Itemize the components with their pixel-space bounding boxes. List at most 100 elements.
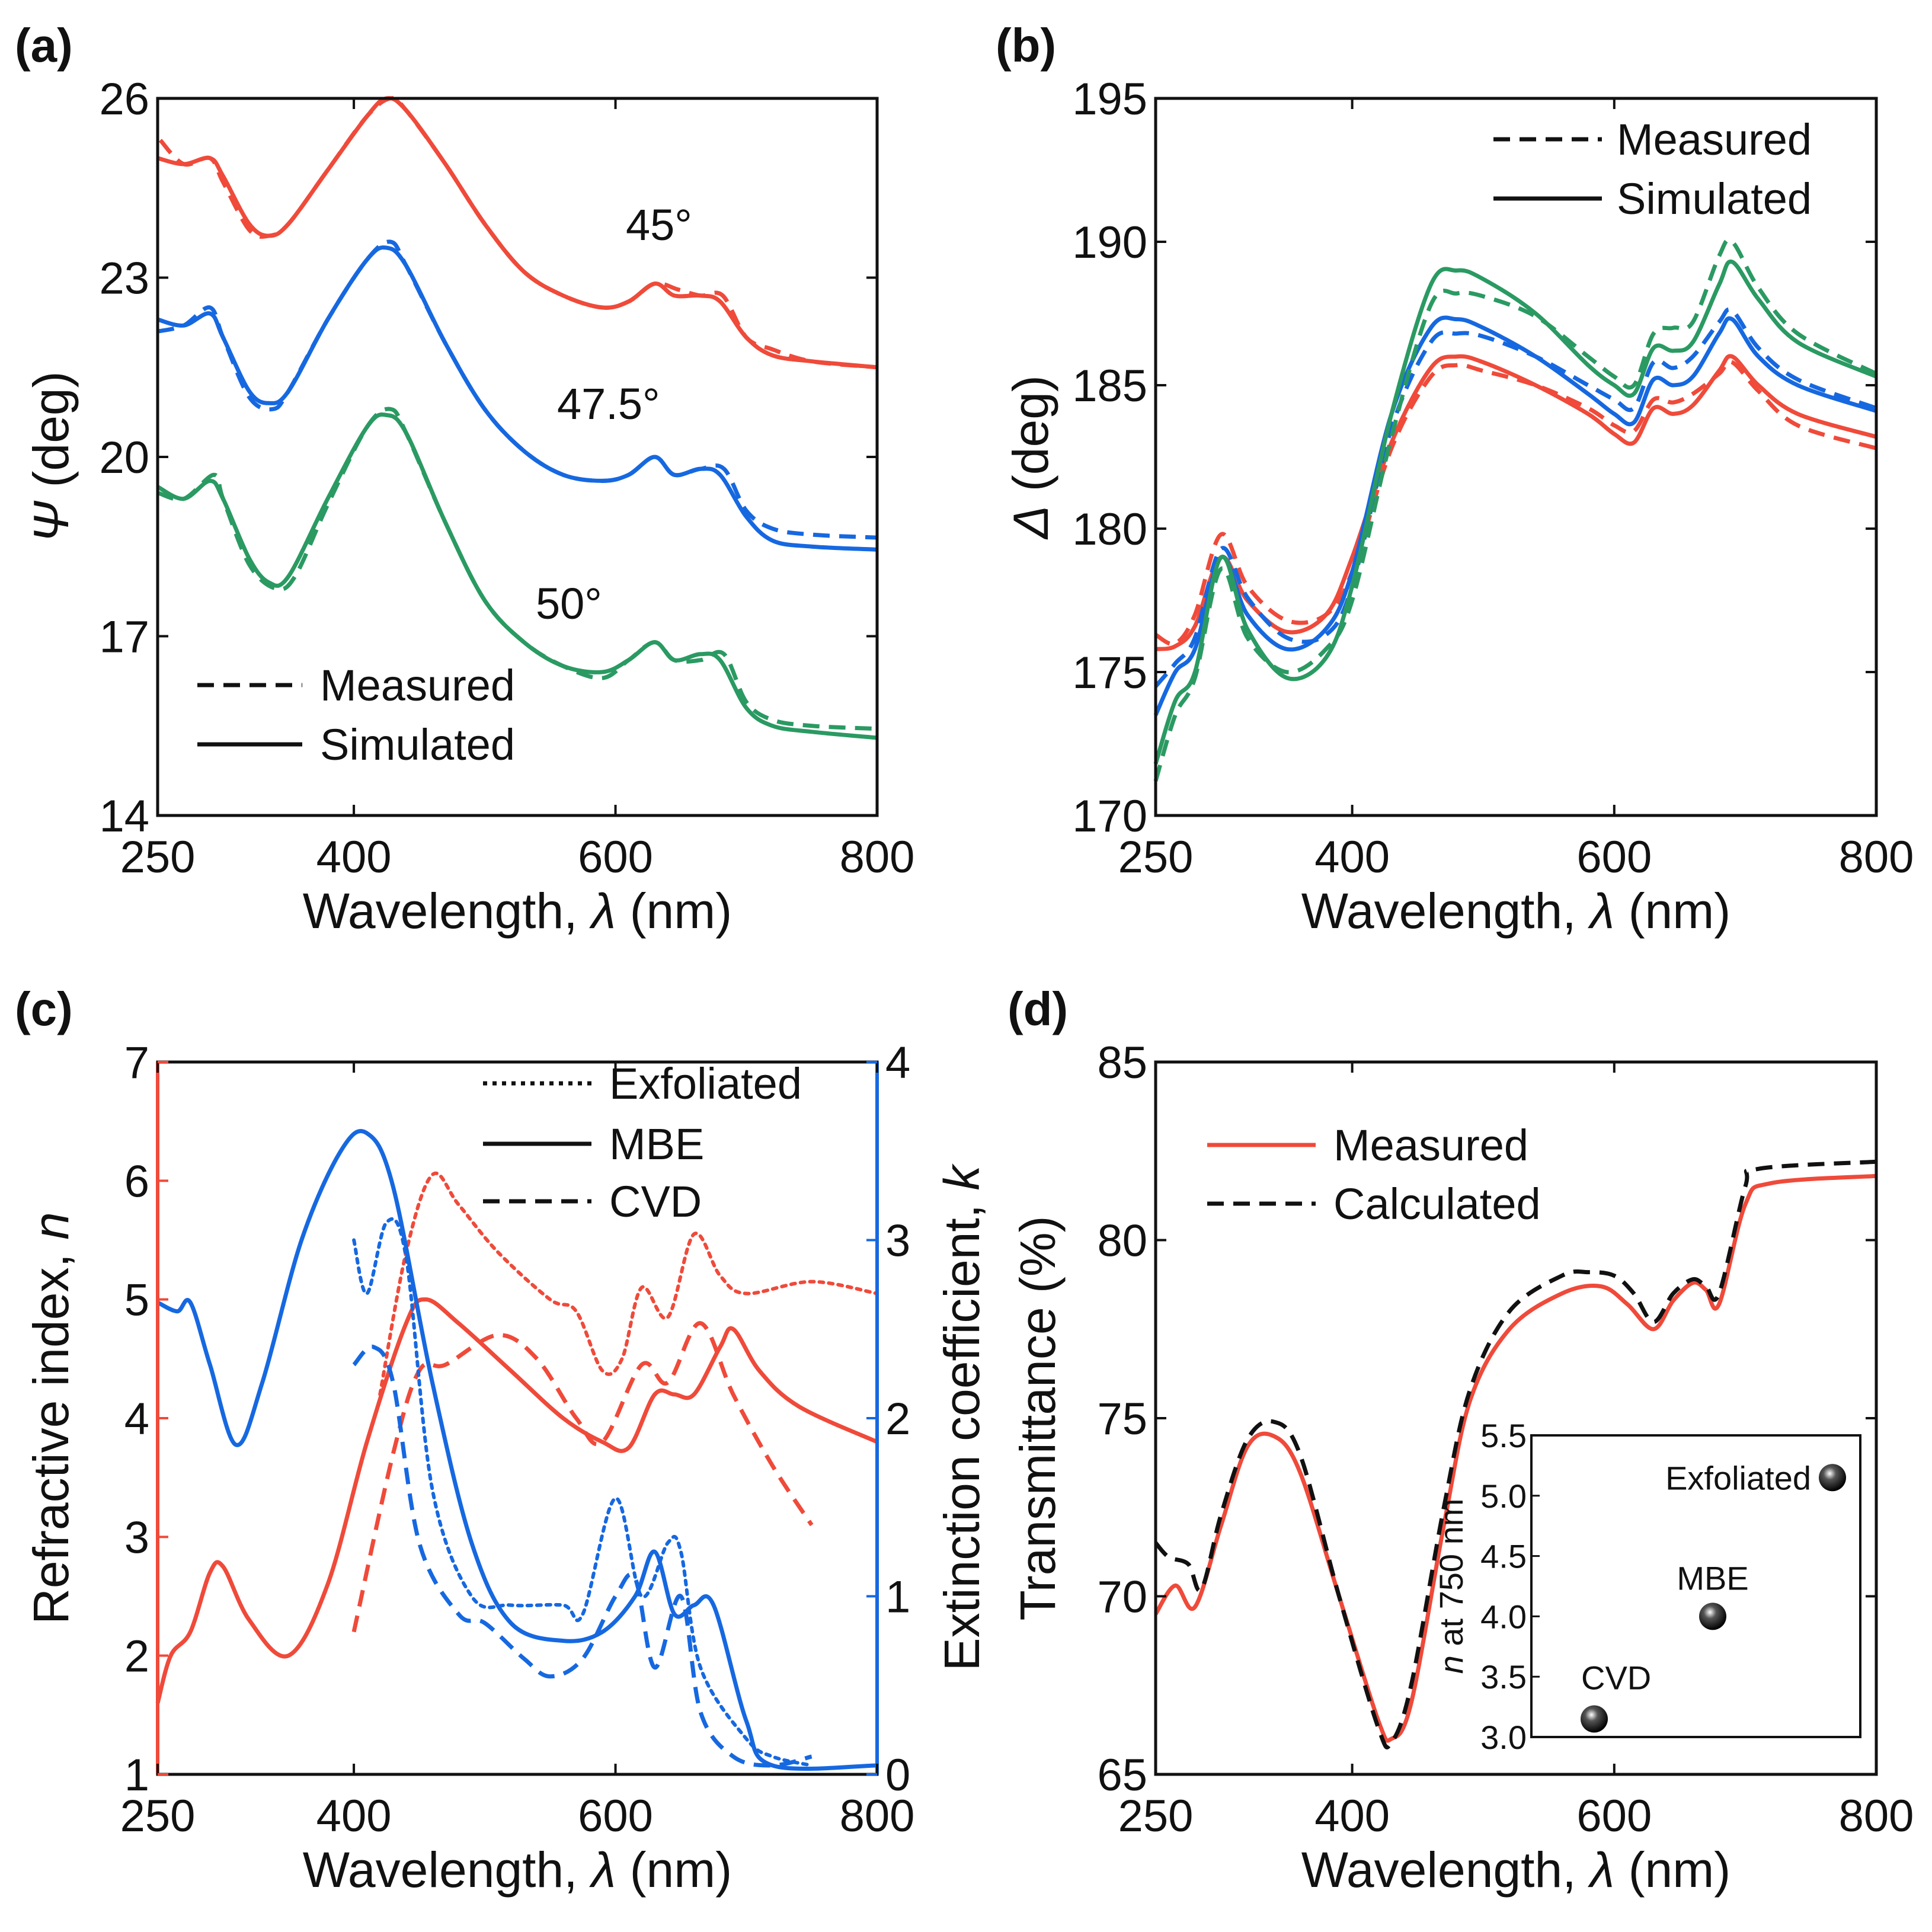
panel-label: (d): [1007, 983, 1068, 1035]
series-line-measured-blue-dashed: [1154, 307, 1877, 688]
inset-y-tick-label: 3.0: [1480, 1719, 1527, 1756]
panel-b: (b) 250 400 600 800 170 175 180 185 190 195 Wavelen…: [996, 19, 1914, 939]
y-tick-label: 75: [1097, 1394, 1147, 1444]
x-tick-label: 800: [840, 1791, 915, 1841]
angle-label: 47.5°: [557, 379, 660, 428]
x-axis-label-part: λ: [1588, 883, 1614, 939]
plot-frame: [156, 97, 879, 817]
inset-y-tick-label: 4.5: [1480, 1538, 1527, 1575]
y-tick-label: 65: [1097, 1750, 1147, 1800]
series-line-measured-red-dashed: [158, 96, 878, 370]
y-axis-label-part: Transmittance (%): [1010, 1216, 1066, 1620]
x-axis-label-part: Wavelength,: [303, 1842, 591, 1898]
y-axis-label-part: n: [23, 1212, 79, 1240]
y-tick-label: 170: [1072, 791, 1147, 842]
legend-label: Measured: [1617, 115, 1812, 164]
y-right-axis-label: Extinction coefficient, k: [934, 1163, 990, 1671]
y-right-axis-label-part: Extinction coefficient,: [934, 1191, 990, 1671]
series-line-exfoliated-blue-dotted: [352, 1217, 814, 1767]
x-tick-label: 600: [578, 1791, 653, 1841]
inset-point-mbe: [1699, 1602, 1726, 1630]
panel-label: (a): [15, 19, 73, 72]
inset-y-tick-label: 3.5: [1480, 1658, 1527, 1696]
panel-c: (c) 250 400 600 800 1 2 3 4 5 6 7 0 1 2 3 4 Wavelength, λ…: [15, 983, 990, 1898]
inset-y-tick-label: 5.5: [1480, 1417, 1527, 1454]
x-axis-label: Wavelength, λ (nm): [303, 883, 732, 939]
y-tick-label: 3: [124, 1512, 149, 1563]
x-axis-label-part: λ: [1588, 1842, 1614, 1898]
y-axis-label-part: Δ: [1003, 506, 1058, 540]
y-tick-label: 7: [124, 1038, 149, 1088]
series-line-simulated-green-solid: [1153, 259, 1877, 765]
x-tick-label: 250: [120, 1791, 196, 1841]
series-line-measured-green-dashed: [156, 407, 878, 731]
inset-y-tick-label: 4.0: [1480, 1598, 1527, 1635]
y-tick-label: 175: [1072, 648, 1147, 698]
legend-label: MBE: [609, 1119, 704, 1169]
panel-d: (d) 250 400 600 800 65 70 75 80 85 Wavelength, λ (…: [1007, 983, 1914, 1898]
y-right-tick-label: 2: [885, 1394, 910, 1444]
panel-label: (b): [996, 19, 1056, 72]
y-tick-label: 85: [1097, 1038, 1147, 1088]
y-tick-label: 23: [99, 254, 149, 304]
series-line-simulated-blue-solid: [1153, 315, 1877, 716]
x-tick-label: 800: [840, 832, 915, 882]
y-tick-label: 2: [124, 1632, 149, 1682]
x-tick-label: 250: [1118, 832, 1194, 882]
series-line-measured-blue-dashed: [157, 239, 878, 540]
y-axis-label: Refractive index, n: [23, 1212, 79, 1624]
y-axis-label: Transmittance (%): [1010, 1216, 1066, 1620]
series-line-mbe-red-solid: [155, 1297, 878, 1704]
series-line-mbe-blue-solid: [156, 1129, 878, 1771]
angle-label: 45°: [626, 200, 692, 250]
x-tick-label: 400: [1314, 832, 1390, 882]
plot-frame: [1154, 97, 1878, 817]
y-tick-label: 26: [99, 74, 149, 124]
inset-point-cvd: [1581, 1705, 1608, 1733]
x-axis-label: Wavelength, λ (nm): [1301, 883, 1731, 939]
series-line-cvd-red-dashed: [351, 1321, 814, 1633]
x-tick-label: 600: [1576, 832, 1652, 882]
y-right-tick-label: 4: [885, 1038, 910, 1088]
angle-label: 50°: [536, 579, 602, 628]
series-line-calculated-black-dashed: [1154, 1159, 1877, 1749]
y-tick-label: 6: [124, 1156, 149, 1207]
x-tick-label: 250: [120, 832, 196, 882]
panel-a: (a) 250 400 600 800 14 17 20 23 26 Wavelength, λ (…: [15, 19, 914, 939]
inset-y-axis-label-part: n: [1432, 1655, 1470, 1674]
x-axis-label-part: Wavelength,: [1301, 883, 1590, 939]
legend-label: CVD: [609, 1177, 702, 1226]
x-tick-label: 250: [1118, 1791, 1194, 1841]
y-tick-label: 180: [1072, 504, 1147, 555]
legend-label: Simulated: [320, 720, 515, 769]
x-tick-label: 800: [1839, 832, 1914, 882]
series-line-exfoliated-red-dotted: [378, 1171, 879, 1396]
x-tick-label: 800: [1839, 1791, 1914, 1841]
y-tick-label: 70: [1097, 1572, 1147, 1623]
series-line-simulated-green-solid: [156, 412, 878, 740]
y-axis-label-part: (deg): [23, 371, 79, 501]
inset-point-exfoliated: [1819, 1464, 1846, 1492]
series-line-measured-red-dashed: [1154, 359, 1877, 647]
y-tick-label: 80: [1097, 1216, 1147, 1266]
x-axis-label-part: (nm): [616, 883, 732, 939]
panel-label: (c): [15, 983, 73, 1035]
legend-label: Measured: [1333, 1121, 1528, 1170]
x-axis-label-part: (nm): [616, 1842, 732, 1898]
y-axis-label-part: (deg): [1003, 375, 1058, 505]
inset-point-label: Exfoliated: [1665, 1459, 1811, 1496]
legend-label: Calculated: [1333, 1179, 1541, 1229]
y-right-tick-label: 3: [885, 1216, 910, 1266]
x-tick-label: 400: [316, 832, 392, 882]
legend-label: Simulated: [1617, 174, 1812, 223]
y-tick-label: 190: [1072, 217, 1147, 268]
x-tick-label: 600: [1576, 1791, 1652, 1841]
y-right-tick-label: 1: [885, 1572, 910, 1623]
inset-point-label: MBE: [1677, 1559, 1748, 1597]
series-line-simulated-blue-solid: [157, 245, 878, 552]
y-right-axis-label-part: k: [934, 1163, 990, 1191]
inset-chart: 3.0 3.5 4.0 4.5 5.0 5.5 n at 750 nm CVD MBE Exfol…: [1432, 1417, 1861, 1756]
plot-frame: [156, 1060, 879, 1776]
inset-y-axis-label: n at 750 nm: [1432, 1499, 1470, 1674]
